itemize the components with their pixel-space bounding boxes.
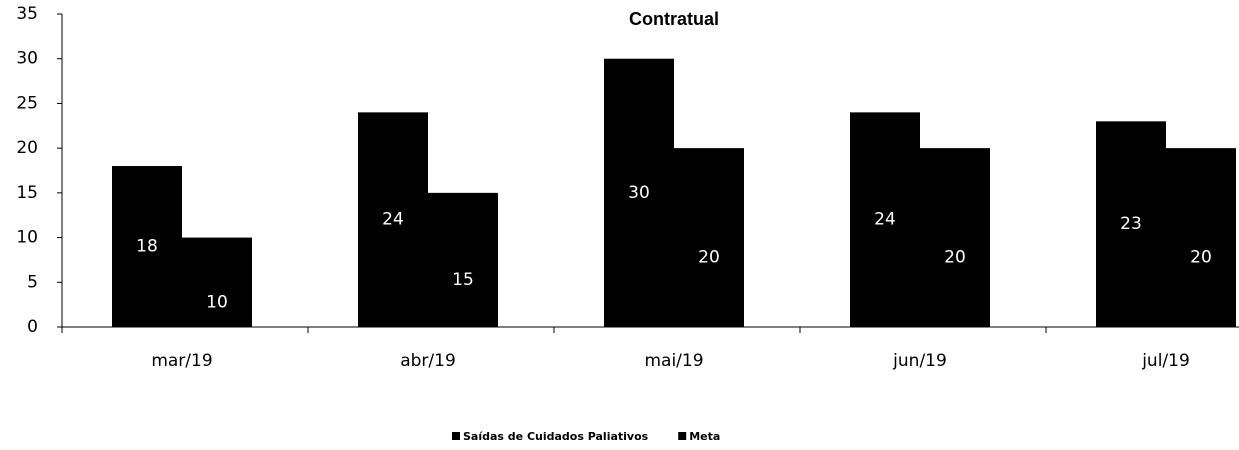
data-label: 30	[628, 183, 650, 203]
x-tick-label: jun/19	[892, 351, 947, 371]
x-tick-label: jul/19	[1141, 351, 1190, 371]
legend-swatch	[452, 432, 460, 440]
y-tick-label: 20	[16, 138, 38, 158]
bar	[674, 148, 744, 327]
bar	[1166, 148, 1236, 327]
y-tick-label: 25	[16, 93, 38, 113]
data-label: 23	[1120, 214, 1142, 234]
y-tick-label: 30	[16, 49, 38, 69]
bar	[604, 58, 674, 327]
x-tick-label: mar/19	[151, 351, 212, 371]
y-tick-label: 35	[16, 4, 38, 24]
data-label: 20	[1190, 248, 1212, 268]
data-label: 24	[382, 210, 404, 230]
bar	[182, 237, 252, 327]
y-tick-label: 15	[16, 183, 38, 203]
legend-label: Saídas de Cuidados Paliativos	[463, 430, 649, 443]
bar	[920, 148, 990, 327]
data-label: 15	[452, 270, 474, 290]
bar	[428, 192, 498, 327]
chart-title: Contratual	[629, 9, 719, 29]
y-tick-label: 5	[27, 272, 38, 292]
y-tick-label: 10	[16, 228, 38, 248]
x-tick-label: abr/19	[400, 351, 456, 371]
legend-label: Meta	[689, 430, 720, 443]
bar	[850, 112, 920, 327]
bar	[1096, 121, 1166, 327]
data-label: 24	[874, 210, 896, 230]
data-label: 10	[206, 292, 228, 312]
legend-swatch	[678, 432, 687, 440]
data-label: 20	[944, 248, 966, 268]
data-label: 18	[136, 237, 158, 257]
bar	[358, 112, 428, 327]
bar	[112, 166, 182, 327]
data-label: 20	[698, 248, 720, 268]
y-tick-label: 0	[27, 317, 38, 337]
x-tick-label: mai/19	[644, 351, 703, 371]
